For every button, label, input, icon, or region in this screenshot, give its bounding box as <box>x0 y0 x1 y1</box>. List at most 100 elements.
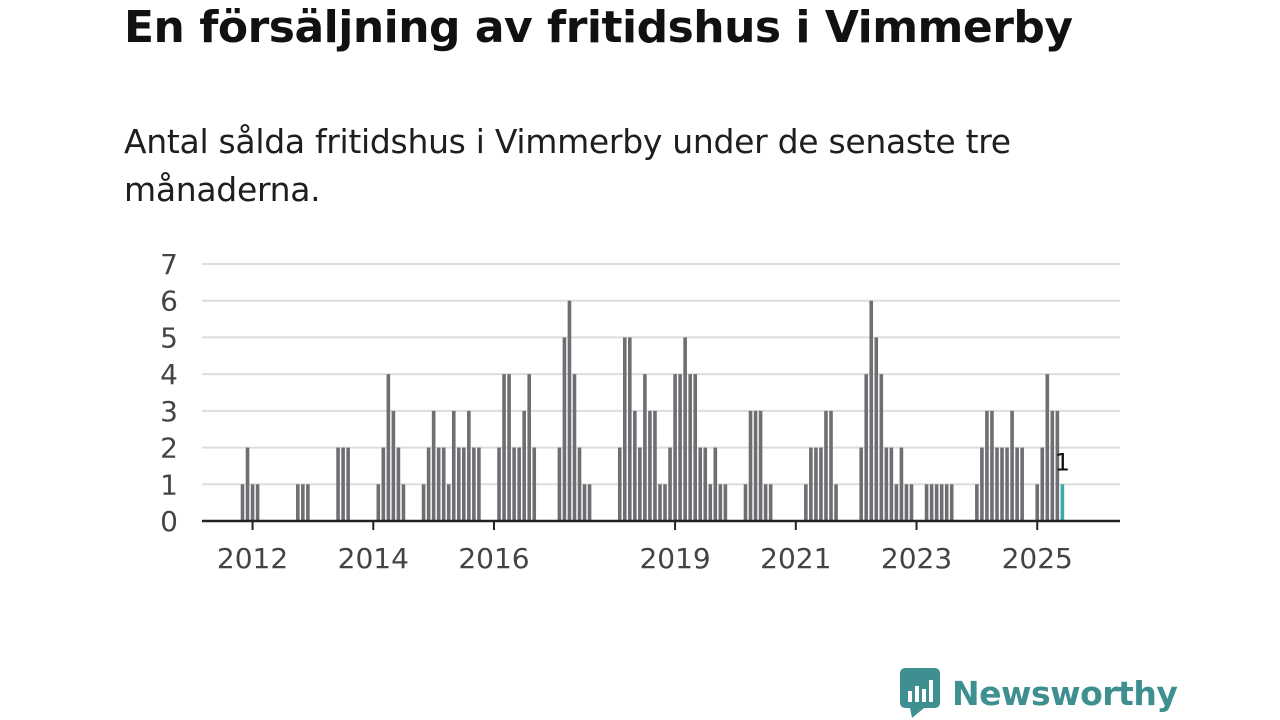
bar <box>768 484 773 521</box>
bar <box>396 447 401 521</box>
bar <box>713 447 718 521</box>
bar <box>446 484 451 521</box>
bar <box>250 484 255 521</box>
bar <box>753 410 758 521</box>
bar <box>1035 484 1040 521</box>
bar <box>451 410 456 521</box>
bar <box>527 374 532 521</box>
bar <box>889 447 894 521</box>
x-tick-label: 2019 <box>639 542 710 575</box>
bar <box>572 374 577 521</box>
bar <box>708 484 713 521</box>
bar <box>929 484 934 521</box>
bar <box>678 374 682 521</box>
bar <box>814 447 818 521</box>
bar <box>975 484 979 521</box>
bar <box>723 484 728 521</box>
data-label-latest: 1 <box>1055 448 1070 476</box>
x-tick-label: 2023 <box>881 542 952 575</box>
bar <box>477 447 481 521</box>
bar <box>1010 410 1014 521</box>
bar <box>426 447 431 521</box>
bar <box>467 410 471 521</box>
bar <box>909 484 914 521</box>
bar-latest <box>1060 484 1065 521</box>
bar <box>240 484 245 521</box>
bar <box>386 374 391 521</box>
bar <box>507 374 511 521</box>
bar <box>763 484 768 521</box>
bar <box>698 447 703 521</box>
newsworthy-logo-icon <box>900 668 940 718</box>
bar <box>809 447 813 521</box>
bar <box>582 484 587 521</box>
bar <box>522 410 526 521</box>
bar <box>1050 410 1055 521</box>
bar-series <box>240 300 1065 521</box>
bar <box>628 337 632 521</box>
bar <box>995 447 999 521</box>
bar <box>562 337 567 521</box>
bar <box>391 410 396 521</box>
y-tick-label: 5 <box>160 321 178 354</box>
bar <box>703 447 708 521</box>
bar <box>301 484 305 521</box>
bar <box>683 337 687 521</box>
bar <box>824 410 828 521</box>
x-tick-label: 2012 <box>217 542 288 575</box>
bar <box>834 484 838 521</box>
y-tick-label: 1 <box>160 468 178 501</box>
bar <box>456 447 461 521</box>
bar <box>255 484 260 521</box>
bar <box>688 374 692 521</box>
bar <box>512 447 516 521</box>
bar <box>638 447 642 521</box>
bar <box>577 447 582 521</box>
bar <box>1040 447 1045 521</box>
bar <box>819 447 823 521</box>
bar <box>894 484 899 521</box>
bar <box>633 410 637 521</box>
bar <box>346 447 350 521</box>
bar <box>245 447 250 521</box>
bar <box>869 300 874 521</box>
bar <box>980 447 984 521</box>
bar <box>336 447 340 521</box>
bar <box>1055 410 1060 521</box>
bar <box>296 484 300 521</box>
bar <box>990 410 994 521</box>
bar <box>663 484 667 521</box>
bar <box>617 447 622 521</box>
bar <box>949 484 954 521</box>
bar <box>879 374 884 521</box>
y-tick-label: 2 <box>160 432 178 465</box>
bar <box>668 447 672 521</box>
bar <box>1005 447 1009 521</box>
y-tick-label: 6 <box>160 285 178 318</box>
x-tick-label: 2014 <box>338 542 409 575</box>
x-tick-label: 2021 <box>760 542 831 575</box>
bar <box>944 484 949 521</box>
bar <box>658 484 662 521</box>
bar <box>985 410 989 521</box>
bar <box>874 337 879 521</box>
bar <box>743 484 748 521</box>
data-labels: 1 <box>1055 448 1070 476</box>
bar <box>517 447 521 521</box>
bar <box>622 337 627 521</box>
bar <box>884 447 889 521</box>
bar <box>924 484 929 521</box>
bar <box>934 484 939 521</box>
bar <box>693 374 697 521</box>
gridlines <box>202 263 1120 486</box>
bar <box>376 484 381 521</box>
y-tick-label: 4 <box>160 358 178 391</box>
bar <box>421 484 426 521</box>
bar <box>718 484 723 521</box>
x-tick-label: 2025 <box>1002 542 1073 575</box>
x-axis: 2012 2014 2016 2019 2021 2023 2025 <box>202 519 1120 575</box>
bar <box>653 410 657 521</box>
bar <box>341 447 345 521</box>
